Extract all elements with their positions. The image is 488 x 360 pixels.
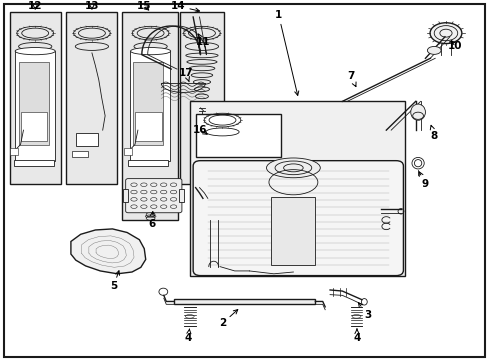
Text: 1: 1: [275, 10, 298, 95]
Bar: [123, 189, 128, 202]
Text: 8: 8: [429, 125, 437, 140]
Ellipse shape: [15, 48, 55, 55]
Text: 15: 15: [137, 1, 151, 11]
Bar: [124, 148, 131, 155]
Bar: [135, 112, 162, 141]
Polygon shape: [71, 229, 145, 274]
Bar: [122, 12, 178, 220]
FancyBboxPatch shape: [125, 179, 182, 213]
Text: 4: 4: [184, 329, 192, 343]
Text: 12: 12: [28, 1, 42, 11]
Ellipse shape: [429, 23, 461, 44]
Text: 5: 5: [110, 271, 119, 291]
Text: 4: 4: [352, 329, 360, 343]
Text: 9: 9: [418, 172, 428, 189]
Ellipse shape: [266, 158, 320, 178]
FancyBboxPatch shape: [193, 161, 403, 276]
Ellipse shape: [130, 48, 170, 55]
Bar: [14, 159, 54, 166]
Text: 11: 11: [195, 34, 210, 47]
Bar: [10, 12, 61, 184]
Bar: [129, 51, 169, 161]
Bar: [10, 148, 18, 155]
Bar: [133, 62, 163, 144]
Ellipse shape: [411, 157, 424, 169]
Text: 16: 16: [193, 125, 207, 135]
Bar: [66, 12, 117, 184]
Bar: [189, 102, 404, 276]
Bar: [76, 132, 98, 146]
Text: 14: 14: [171, 1, 199, 12]
Bar: [271, 197, 315, 265]
Bar: [195, 114, 281, 157]
Bar: [20, 112, 47, 141]
Bar: [128, 159, 168, 166]
Bar: [179, 189, 184, 202]
Ellipse shape: [427, 46, 440, 54]
Bar: [173, 299, 315, 304]
Text: 7: 7: [346, 71, 355, 87]
Text: 10: 10: [447, 41, 461, 51]
Bar: [19, 62, 49, 144]
Text: 17: 17: [178, 68, 193, 82]
Bar: [72, 150, 88, 157]
Bar: [180, 12, 224, 184]
Text: 13: 13: [84, 1, 99, 11]
Bar: [15, 51, 55, 161]
Text: 2: 2: [219, 310, 237, 328]
Text: 6: 6: [148, 212, 155, 229]
Text: 3: 3: [358, 303, 370, 320]
Ellipse shape: [410, 104, 425, 120]
